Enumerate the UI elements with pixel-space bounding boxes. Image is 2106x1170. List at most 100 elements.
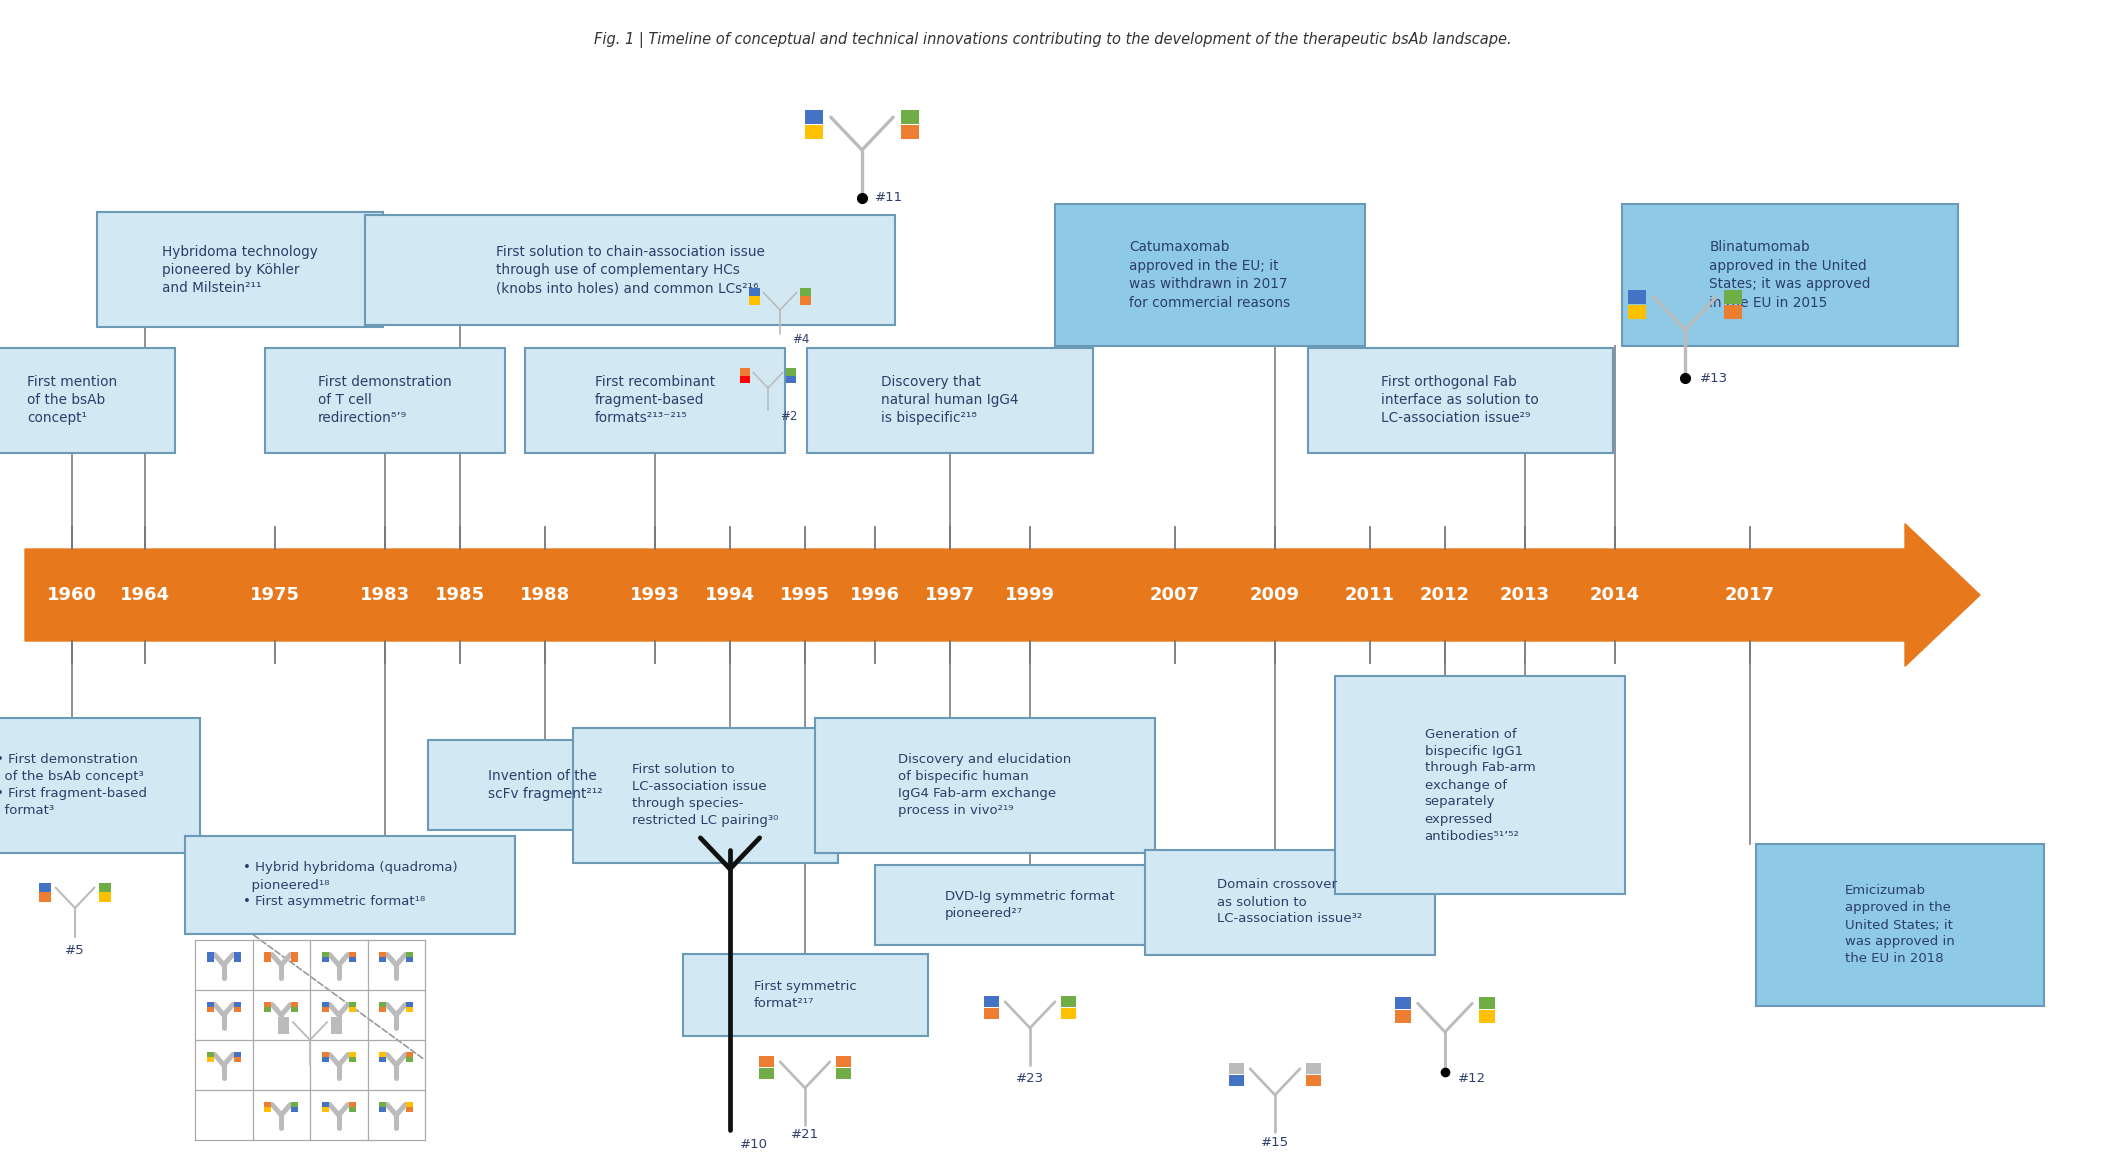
Text: 1985: 1985 xyxy=(436,586,484,604)
Text: 1983: 1983 xyxy=(360,586,411,604)
FancyBboxPatch shape xyxy=(234,1058,240,1062)
FancyBboxPatch shape xyxy=(350,1058,356,1062)
Text: First orthogonal Fab
interface as solution to
LC-association issue²⁹: First orthogonal Fab interface as soluti… xyxy=(1382,374,1539,426)
Text: 2007: 2007 xyxy=(1150,586,1200,604)
Text: 2017: 2017 xyxy=(1725,586,1775,604)
FancyBboxPatch shape xyxy=(406,1002,413,1007)
FancyBboxPatch shape xyxy=(350,1052,356,1057)
FancyBboxPatch shape xyxy=(406,957,413,963)
FancyBboxPatch shape xyxy=(1478,997,1495,1010)
Text: 2011: 2011 xyxy=(1346,586,1394,604)
FancyBboxPatch shape xyxy=(322,1108,329,1113)
Text: First demonstration
of T cell
redirection⁸’⁹: First demonstration of T cell redirectio… xyxy=(318,374,453,426)
FancyBboxPatch shape xyxy=(322,1052,329,1057)
FancyBboxPatch shape xyxy=(234,957,240,963)
Text: First symmetric
format²¹⁷: First symmetric format²¹⁷ xyxy=(754,980,857,1010)
FancyBboxPatch shape xyxy=(406,1102,413,1107)
FancyBboxPatch shape xyxy=(291,1007,299,1012)
FancyBboxPatch shape xyxy=(97,213,383,328)
Text: First recombinant
fragment-based
formats²¹³⁻²¹⁵: First recombinant fragment-based formats… xyxy=(594,374,716,426)
FancyBboxPatch shape xyxy=(1622,204,1956,346)
Text: #4: #4 xyxy=(792,333,809,346)
FancyBboxPatch shape xyxy=(265,347,505,453)
Text: Fig. 1 | Timeline of conceptual and technical innovations contributing to the de: Fig. 1 | Timeline of conceptual and tech… xyxy=(594,32,1512,48)
FancyBboxPatch shape xyxy=(331,1018,341,1026)
FancyBboxPatch shape xyxy=(322,952,329,957)
FancyBboxPatch shape xyxy=(379,952,385,957)
FancyBboxPatch shape xyxy=(573,728,838,862)
FancyBboxPatch shape xyxy=(804,110,823,124)
FancyBboxPatch shape xyxy=(1723,305,1742,319)
FancyBboxPatch shape xyxy=(206,1002,213,1007)
FancyBboxPatch shape xyxy=(379,957,385,963)
FancyBboxPatch shape xyxy=(836,1055,851,1067)
FancyBboxPatch shape xyxy=(1628,305,1647,319)
Text: Generation of
bispecific IgG1
through Fab-arm
exchange of
separately
expressed
a: Generation of bispecific IgG1 through Fa… xyxy=(1424,728,1535,842)
FancyBboxPatch shape xyxy=(278,1026,289,1034)
FancyBboxPatch shape xyxy=(278,1018,289,1026)
FancyBboxPatch shape xyxy=(379,1058,385,1062)
FancyBboxPatch shape xyxy=(291,957,299,963)
FancyBboxPatch shape xyxy=(758,1055,775,1067)
FancyBboxPatch shape xyxy=(682,954,927,1035)
FancyBboxPatch shape xyxy=(263,1102,272,1107)
FancyBboxPatch shape xyxy=(364,215,895,325)
FancyBboxPatch shape xyxy=(263,957,272,963)
Text: #10: #10 xyxy=(739,1138,769,1151)
FancyBboxPatch shape xyxy=(234,1002,240,1007)
Text: 1960: 1960 xyxy=(46,586,97,604)
Text: 1997: 1997 xyxy=(925,586,975,604)
FancyBboxPatch shape xyxy=(750,296,760,304)
FancyBboxPatch shape xyxy=(291,1102,299,1107)
FancyBboxPatch shape xyxy=(206,1058,213,1062)
FancyBboxPatch shape xyxy=(234,952,240,957)
FancyBboxPatch shape xyxy=(406,1007,413,1012)
FancyBboxPatch shape xyxy=(984,996,1000,1007)
FancyBboxPatch shape xyxy=(331,1026,341,1034)
FancyBboxPatch shape xyxy=(406,1108,413,1113)
FancyBboxPatch shape xyxy=(406,952,413,957)
Text: Invention of the
scFv fragment²¹²: Invention of the scFv fragment²¹² xyxy=(489,769,602,801)
FancyBboxPatch shape xyxy=(350,957,356,963)
FancyBboxPatch shape xyxy=(322,1102,329,1107)
FancyBboxPatch shape xyxy=(1061,996,1076,1007)
FancyBboxPatch shape xyxy=(99,892,112,902)
Text: First solution to
LC-association issue
through species-
restricted LC pairing³⁰: First solution to LC-association issue t… xyxy=(632,763,779,827)
Text: #23: #23 xyxy=(1015,1072,1045,1085)
FancyBboxPatch shape xyxy=(1308,347,1613,453)
Text: Discovery and elucidation
of bispecific human
IgG4 Fab-arm exchange
process in v: Discovery and elucidation of bispecific … xyxy=(899,753,1072,817)
Text: 1975: 1975 xyxy=(251,586,299,604)
Text: First mention
of the bsAb
concept¹: First mention of the bsAb concept¹ xyxy=(27,374,118,426)
FancyBboxPatch shape xyxy=(739,369,750,376)
FancyBboxPatch shape xyxy=(1230,1062,1245,1074)
FancyBboxPatch shape xyxy=(263,1007,272,1012)
Text: 2012: 2012 xyxy=(1419,586,1470,604)
FancyBboxPatch shape xyxy=(1335,676,1626,894)
FancyBboxPatch shape xyxy=(350,1007,356,1012)
FancyBboxPatch shape xyxy=(406,1058,413,1062)
FancyBboxPatch shape xyxy=(901,125,920,139)
FancyBboxPatch shape xyxy=(234,1007,240,1012)
FancyBboxPatch shape xyxy=(322,957,329,963)
FancyBboxPatch shape xyxy=(1146,849,1434,955)
FancyBboxPatch shape xyxy=(786,369,796,376)
Text: #13: #13 xyxy=(1700,372,1729,385)
FancyBboxPatch shape xyxy=(1394,1010,1411,1023)
FancyBboxPatch shape xyxy=(874,865,1186,945)
FancyArrow shape xyxy=(25,524,1980,666)
Text: 1994: 1994 xyxy=(706,586,754,604)
FancyBboxPatch shape xyxy=(206,1052,213,1057)
FancyBboxPatch shape xyxy=(322,1058,329,1062)
Text: 1996: 1996 xyxy=(851,586,899,604)
FancyBboxPatch shape xyxy=(815,717,1154,853)
FancyBboxPatch shape xyxy=(524,347,786,453)
FancyBboxPatch shape xyxy=(1723,290,1742,304)
FancyBboxPatch shape xyxy=(800,289,811,297)
FancyBboxPatch shape xyxy=(322,1002,329,1007)
FancyBboxPatch shape xyxy=(99,882,112,892)
FancyBboxPatch shape xyxy=(38,882,51,892)
Text: • First demonstration
  of the bsAb concept³
• First fragment-based
  format³: • First demonstration of the bsAb concep… xyxy=(0,753,147,817)
FancyBboxPatch shape xyxy=(263,952,272,957)
FancyBboxPatch shape xyxy=(263,1108,272,1113)
FancyBboxPatch shape xyxy=(379,1108,385,1113)
